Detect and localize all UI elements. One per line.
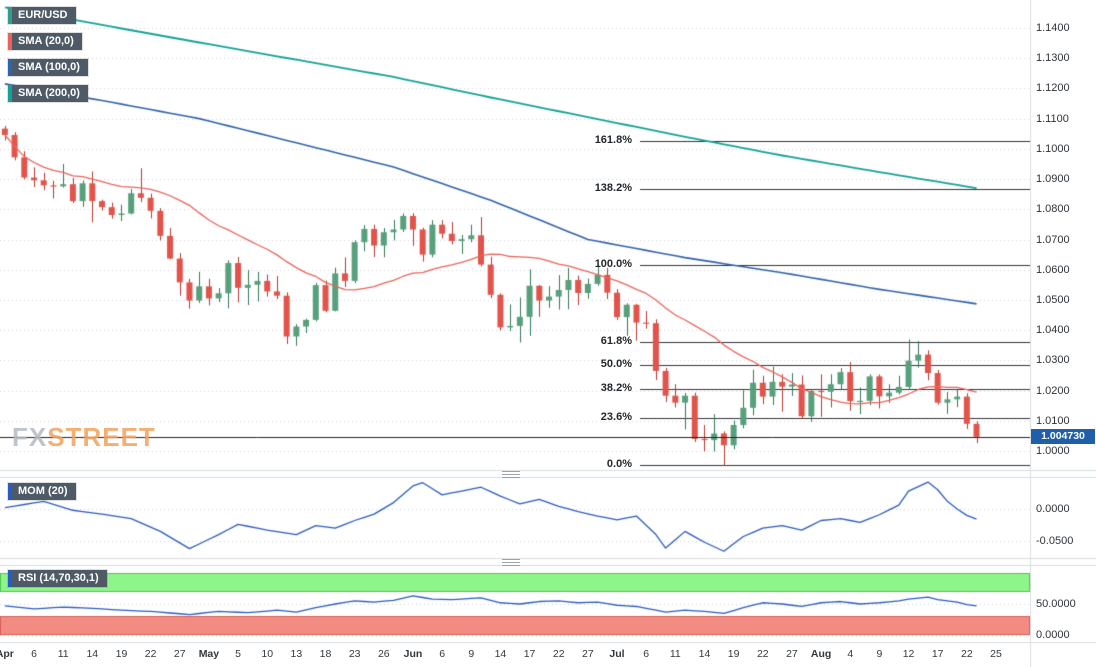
rsi-axis-label: 50.0000: [1036, 598, 1076, 610]
watermark-street: STREET: [47, 422, 156, 452]
x-axis-label: 14: [698, 648, 711, 660]
series-color-strip: [8, 85, 12, 102]
mom-axis-label: 0.0000: [1036, 502, 1070, 515]
x-axis-label: 23: [348, 648, 361, 660]
x-axis-label: Aug: [810, 648, 832, 660]
watermark-fx: FX: [12, 422, 48, 452]
price-axis-label: 1.0200: [1036, 384, 1070, 397]
fib-level-label: 50.0%: [600, 358, 632, 371]
x-axis-label: 22: [552, 648, 565, 660]
fib-level-label: 100.0%: [594, 258, 632, 271]
series-color-strip: [8, 7, 12, 24]
x-axis-label: Jun: [403, 648, 423, 660]
x-axis-label: 19: [115, 648, 128, 660]
price-axis-label: 1.0900: [1036, 173, 1070, 186]
fib-level-label: 38.2%: [600, 382, 632, 395]
last-price-badge: 1.004730: [1031, 429, 1095, 445]
x-axis-label: 4: [847, 648, 854, 660]
x-axis-label: 22: [144, 648, 157, 660]
price-axis-label: 1.0700: [1036, 233, 1070, 246]
legend-sma20-label: SMA (20,0): [18, 35, 74, 47]
legend-sma200[interactable]: SMA (200,0): [8, 85, 88, 102]
price-axis-label: 1.0500: [1036, 293, 1070, 306]
series-color-strip: [8, 570, 12, 587]
price-axis-label: 1.0400: [1036, 324, 1070, 337]
price-axis-label: 1.1000: [1036, 142, 1070, 155]
price-axis-label: 1.0300: [1036, 354, 1070, 367]
fib-level-label: 138.2%: [594, 181, 632, 194]
price-axis-label: 1.1400: [1036, 22, 1070, 34]
price-axis-label: 1.1100: [1036, 112, 1069, 125]
legend-rsi-label: RSI (14,70,30,1): [18, 572, 99, 584]
x-axis-label: 17: [523, 648, 536, 660]
x-axis-label: 27: [173, 648, 186, 660]
fib-level-label: 0.0%: [606, 458, 632, 471]
mom-axis-label: -0.0500: [1036, 534, 1074, 547]
fxstreet-watermark: FXSTREET: [12, 422, 156, 453]
price-axis-label: 1.0600: [1036, 263, 1070, 276]
x-axis-label: 22: [960, 648, 973, 660]
series-color-strip: [8, 59, 12, 76]
x-axis-label: 10: [261, 648, 274, 660]
series-color-strip: [8, 483, 12, 500]
x-axis-label: 9: [876, 648, 883, 660]
x-axis-label: 14: [86, 648, 99, 660]
pane-resize-handle[interactable]: [502, 471, 520, 478]
price-axis-label: 1.0000: [1036, 444, 1070, 457]
legend-mom-label: MOM (20): [18, 485, 68, 497]
legend-mom[interactable]: MOM (20): [8, 483, 76, 500]
legend-sma20[interactable]: SMA (20,0): [8, 33, 82, 50]
x-axis-label: 5: [235, 648, 241, 660]
price-axis-label: 1.0800: [1036, 203, 1070, 216]
series-color-strip: [8, 33, 12, 50]
legend-pair[interactable]: EUR/USD: [8, 7, 76, 24]
legend-sma100[interactable]: SMA (100,0): [8, 59, 88, 76]
fib-level-label: 23.6%: [600, 411, 632, 424]
x-axis-label: Apr: [0, 648, 14, 660]
x-axis-label: 19: [727, 648, 740, 660]
x-axis-label: 9: [468, 648, 475, 660]
rsi-axis-label: 0.0000: [1036, 628, 1070, 641]
legend-sma100-label: SMA (100,0): [18, 61, 80, 73]
x-axis-label: Jul: [609, 648, 625, 660]
x-axis-label: 11: [57, 648, 69, 660]
pane-resize-handle[interactable]: [502, 559, 520, 566]
fib-level-label: 61.8%: [600, 334, 632, 347]
x-axis-label: 27: [582, 648, 594, 660]
x-axis-label: 12: [902, 648, 915, 660]
x-axis-label: 27: [786, 648, 798, 660]
x-axis-label: 17: [931, 648, 944, 660]
price-axis-label: 1.1200: [1036, 82, 1070, 95]
x-axis-label: 18: [319, 648, 332, 660]
x-axis-label: 25: [990, 648, 1002, 660]
x-axis-label: 22: [756, 648, 769, 660]
x-axis-label: 6: [31, 648, 37, 660]
x-axis-label: 6: [439, 648, 446, 660]
legend-rsi[interactable]: RSI (14,70,30,1): [8, 570, 107, 587]
x-axis-label: 26: [377, 648, 390, 660]
fib-level-label: 161.8%: [594, 134, 632, 147]
x-axis-label: 11: [669, 648, 681, 660]
price-axis-label: 1.1300: [1036, 52, 1070, 65]
x-axis-label: 6: [643, 648, 650, 660]
price-axis-label: 1.0100: [1036, 414, 1070, 427]
x-axis-label: 14: [494, 648, 507, 660]
x-axis-label: 13: [290, 648, 303, 660]
legend-pair-label: EUR/USD: [18, 9, 68, 21]
x-axis-label: May: [198, 648, 220, 660]
legend-sma200-label: SMA (200,0): [18, 87, 80, 99]
